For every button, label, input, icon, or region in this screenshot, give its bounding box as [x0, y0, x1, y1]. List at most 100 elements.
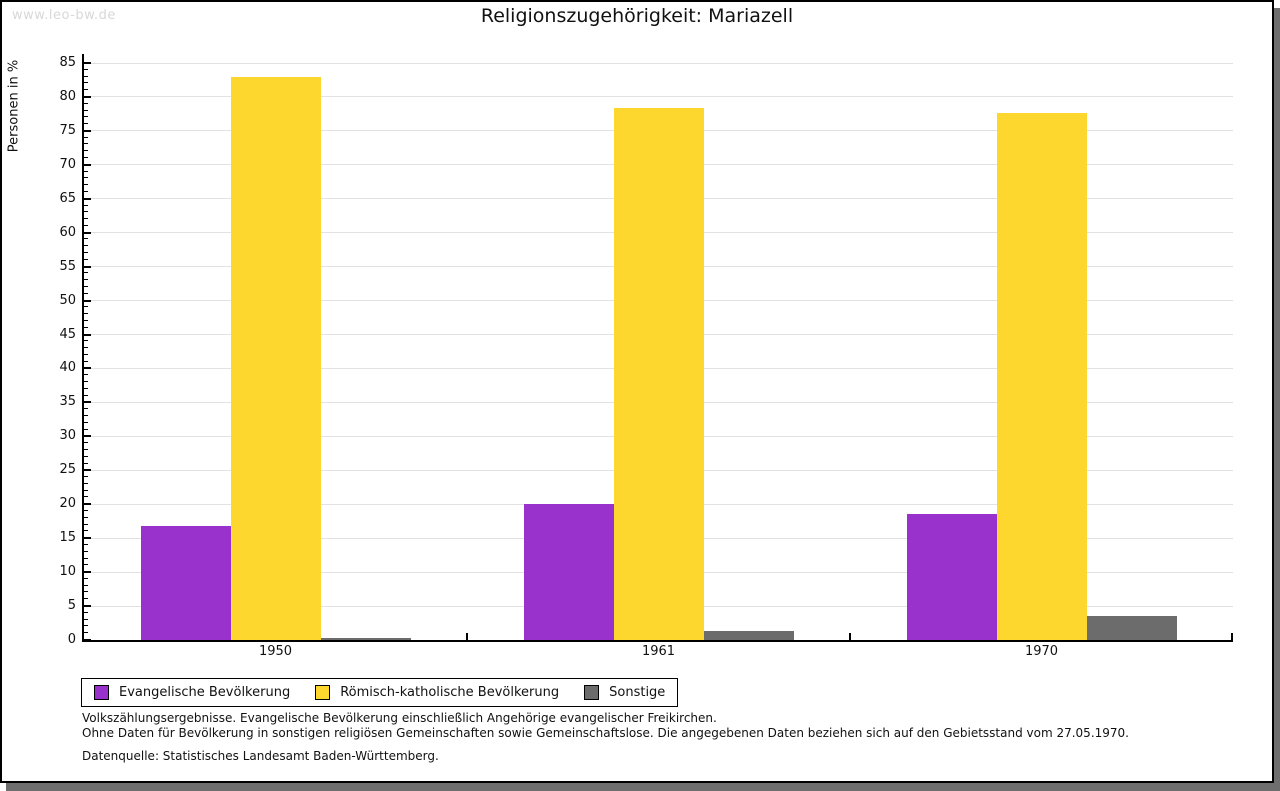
legend-swatch-evangelische-bevoelkerung	[94, 685, 109, 700]
y-tick	[84, 435, 91, 438]
y-tick	[84, 272, 88, 274]
y-tick	[84, 218, 88, 220]
y-tick-label: 0	[67, 632, 76, 647]
y-tick	[84, 571, 91, 574]
x-tick-label-1950: 1950	[258, 644, 293, 659]
x-axis-line	[82, 640, 1233, 642]
y-tick	[84, 319, 88, 321]
y-tick	[84, 150, 88, 152]
y-tick	[84, 530, 88, 532]
bar-roemisch-katholische-bevoelkerung-1961	[613, 107, 704, 640]
y-tick	[84, 129, 91, 132]
chart-title: Religionszugehörigkeit: Mariazell	[480, 5, 794, 27]
legend-label: Evangelische Bevölkerung	[119, 685, 291, 700]
y-tick	[84, 211, 88, 213]
y-tick	[84, 204, 88, 206]
legend: Evangelische Bevölkerung Römisch-katholis…	[81, 678, 679, 707]
y-tick	[84, 190, 88, 192]
y-tick	[84, 564, 88, 566]
y-tick	[84, 170, 88, 172]
y-tick	[84, 611, 88, 613]
y-tick	[84, 374, 88, 376]
y-tick	[84, 265, 91, 268]
x-boundary-tick	[849, 633, 851, 640]
y-tick	[84, 347, 88, 349]
bar-evangelische-bevoelkerung-1961	[523, 503, 614, 640]
y-tick	[84, 469, 91, 472]
y-tick	[84, 102, 88, 104]
y-tick-label: 70	[59, 156, 76, 172]
bar-roemisch-katholische-bevoelkerung-1950	[230, 77, 321, 640]
y-tick	[84, 442, 88, 444]
legend-entry-sonstige: Sonstige	[584, 685, 665, 700]
y-tick	[84, 292, 88, 294]
y-tick	[84, 625, 88, 627]
footnote-line-2: Ohne Daten für Bevölkerung in sonstigen …	[82, 725, 1129, 740]
y-tick	[84, 68, 88, 70]
y-tick	[84, 598, 88, 600]
y-tick-label: 80	[59, 88, 76, 104]
y-tick	[84, 184, 88, 186]
y-tick	[84, 482, 88, 484]
y-tick-label: 40	[59, 360, 76, 376]
x-tick-label-1961: 1961	[641, 644, 676, 659]
bar-sonstige-1950	[320, 637, 411, 640]
y-tick-label: 35	[59, 394, 76, 410]
y-tick-label: 55	[59, 258, 76, 274]
y-tick	[84, 353, 88, 355]
y-tick-label: 10	[59, 564, 76, 580]
legend-swatch-sonstige	[584, 685, 600, 700]
y-tick	[84, 516, 88, 518]
y-tick	[84, 455, 88, 457]
bar-sonstige-1970	[1086, 616, 1177, 640]
y-tick	[84, 584, 88, 586]
bar-evangelische-bevoelkerung-1950	[140, 525, 231, 640]
y-tick	[84, 333, 91, 336]
y-tick-label: 45	[59, 326, 76, 342]
y-tick	[84, 109, 88, 111]
y-tick	[84, 340, 88, 342]
bar-roemisch-katholische-bevoelkerung-1970	[996, 112, 1087, 640]
y-tick	[84, 157, 88, 159]
legend-entry-evangelische-bevoelkerung: Evangelische Bevölkerung	[94, 685, 290, 700]
y-tick-label: 50	[59, 292, 76, 308]
y-axis-line	[82, 54, 84, 642]
y-tick	[84, 136, 88, 138]
y-tick	[84, 577, 88, 579]
gridline-80	[84, 96, 1233, 98]
watermark: www.leo-bw.de	[12, 8, 116, 23]
y-tick	[84, 163, 91, 166]
y-tick	[84, 360, 88, 362]
y-tick	[84, 258, 88, 260]
y-tick	[84, 476, 88, 478]
y-tick	[84, 510, 88, 512]
y-tick	[84, 421, 88, 423]
y-tick	[84, 632, 88, 634]
y-tick	[84, 523, 88, 525]
datasource-line: Datenquelle: Statistisches Landesamt Bad…	[82, 749, 439, 763]
x-tick-label-1970: 1970	[1024, 644, 1059, 659]
y-tick	[84, 387, 88, 389]
footnotes: Volkszählungsergebnisse. Evangelische Be…	[82, 711, 1129, 764]
y-tick-label: 85	[59, 55, 76, 70]
y-tick	[84, 408, 88, 410]
y-tick-label: 15	[59, 530, 76, 546]
y-tick	[84, 462, 88, 464]
y-tick-label: 60	[59, 224, 76, 240]
y-tick-label: 30	[59, 428, 76, 444]
y-tick	[84, 503, 91, 506]
y-tick	[84, 550, 88, 552]
y-tick	[84, 224, 88, 226]
y-tick	[84, 313, 88, 315]
y-tick	[84, 75, 88, 77]
legend-label: Römisch-katholische Bevölkerung	[340, 685, 560, 700]
y-tick-label: 20	[59, 496, 76, 512]
bar-evangelische-bevoelkerung-1970	[906, 513, 997, 640]
footnote-line-1: Volkszählungsergebnisse. Evangelische Be…	[82, 711, 717, 725]
y-tick	[84, 231, 91, 234]
y-tick	[84, 618, 88, 620]
y-tick	[84, 367, 91, 370]
y-tick-label: 5	[67, 598, 76, 614]
y-tick	[84, 605, 91, 608]
